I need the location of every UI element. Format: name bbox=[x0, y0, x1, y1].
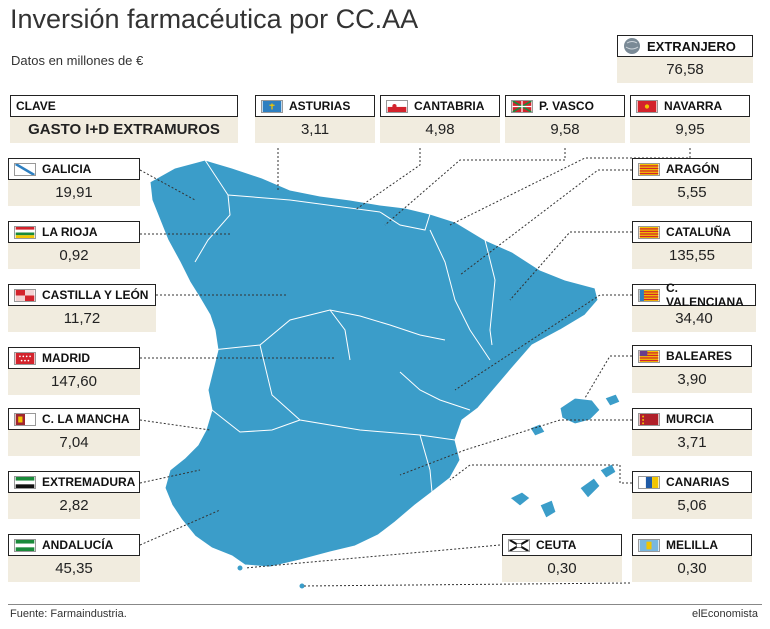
region-name: CEUTA bbox=[536, 538, 577, 552]
region-box-cyl: CASTILLA Y LEÓN 11,72 bbox=[8, 284, 156, 332]
region-value: 0,30 bbox=[632, 556, 752, 582]
region-name: EXTREMADURA bbox=[42, 475, 136, 489]
canarias-grancanaria bbox=[539, 499, 557, 519]
region-name: NAVARRA bbox=[664, 99, 723, 113]
region-name: MADRID bbox=[42, 351, 90, 365]
region-value: 11,72 bbox=[8, 306, 156, 332]
ibiza-shape bbox=[529, 423, 546, 437]
region-name: CATALUÑA bbox=[666, 225, 731, 239]
asturias-flag-icon bbox=[261, 99, 283, 113]
pvasco-flag-icon bbox=[511, 99, 533, 113]
region-value: 5,06 bbox=[632, 493, 752, 519]
region-value: 9,95 bbox=[630, 117, 750, 143]
region-name: ASTURIAS bbox=[289, 99, 351, 113]
region-value: 76,58 bbox=[617, 57, 753, 83]
region-value: 7,04 bbox=[8, 430, 140, 456]
region-box-pvasco: P. VASCO 9,58 bbox=[505, 95, 625, 143]
region-name: MELILLA bbox=[666, 538, 718, 552]
galicia-flag-icon bbox=[14, 162, 36, 176]
baleares-flag-icon bbox=[638, 349, 660, 363]
region-box-ceuta: CEUTA 0,30 bbox=[502, 534, 622, 582]
murcia-flag-icon bbox=[638, 412, 660, 426]
region-name: C. LA MANCHA bbox=[42, 412, 130, 426]
region-name: BALEARES bbox=[666, 349, 733, 363]
legend-key-value: GASTO I+D EXTRAMUROS bbox=[10, 117, 238, 143]
legend-key: CLAVE GASTO I+D EXTRAMUROS bbox=[10, 95, 238, 143]
region-box-clamancha: C. LA MANCHA 7,04 bbox=[8, 408, 140, 456]
region-value: 4,98 bbox=[380, 117, 500, 143]
region-box-cataluna: CATALUÑA 135,55 bbox=[632, 221, 752, 269]
canarias-fuerteventura bbox=[579, 477, 601, 499]
madrid-flag-icon bbox=[14, 351, 36, 365]
region-name: LA RIOJA bbox=[42, 225, 98, 239]
chart-subtitle: Datos en millones de € bbox=[11, 53, 144, 68]
region-name: P. VASCO bbox=[539, 99, 594, 113]
region-value: 3,11 bbox=[255, 117, 375, 143]
region-box-cvalenciana: C. VALENCIANA 34,40 bbox=[632, 281, 756, 332]
region-box-navarra: NAVARRA 9,95 bbox=[630, 95, 750, 143]
region-value: 0,92 bbox=[8, 243, 140, 269]
globe-icon bbox=[624, 38, 640, 54]
region-box-melilla: MELILLA 0,30 bbox=[632, 534, 752, 582]
melilla-flag-icon bbox=[638, 538, 660, 552]
ceuta-dot bbox=[236, 564, 244, 572]
region-name: CASTILLA Y LEÓN bbox=[42, 288, 149, 302]
region-name: ARAGÓN bbox=[666, 162, 720, 176]
chart-title: Inversión farmacéutica por CC.AA bbox=[10, 4, 419, 34]
cataluna-flag-icon bbox=[638, 225, 660, 239]
cantabria-flag-icon bbox=[386, 99, 408, 113]
source-note: Fuente: Farmaindustria. bbox=[10, 608, 127, 620]
rioja-flag-icon bbox=[14, 225, 36, 239]
region-value: 147,60 bbox=[8, 369, 140, 395]
region-value: 3,71 bbox=[632, 430, 752, 456]
region-box-aragon: ARAGÓN 5,55 bbox=[632, 158, 752, 206]
baleares-shape bbox=[559, 397, 601, 425]
region-value: 0,30 bbox=[502, 556, 622, 582]
region-box-extranjero: EXTRANJERO 76,58 bbox=[617, 35, 753, 83]
peninsula-shape bbox=[149, 159, 599, 568]
region-value: 19,91 bbox=[8, 180, 140, 206]
region-value: 9,58 bbox=[505, 117, 625, 143]
valencia-flag-icon bbox=[638, 288, 660, 302]
andalucia-flag-icon bbox=[14, 538, 36, 552]
region-box-asturias: ASTURIAS 3,11 bbox=[255, 95, 375, 143]
region-name: CANTABRIA bbox=[414, 99, 485, 113]
region-name: EXTRANJERO bbox=[647, 38, 736, 54]
aragon-flag-icon bbox=[638, 162, 660, 176]
region-value: 34,40 bbox=[632, 306, 756, 332]
navarra-flag-icon bbox=[636, 99, 658, 113]
footer-divider bbox=[8, 604, 762, 605]
region-value: 45,35 bbox=[8, 556, 140, 582]
region-box-murcia: MURCIA 3,71 bbox=[632, 408, 752, 456]
region-box-madrid: MADRID 147,60 bbox=[8, 347, 140, 395]
region-value: 5,55 bbox=[632, 180, 752, 206]
menorca-shape bbox=[604, 393, 621, 407]
region-box-cantabria: CANTABRIA 4,98 bbox=[380, 95, 500, 143]
extremadura-flag-icon bbox=[14, 475, 36, 489]
region-box-baleares: BALEARES 3,90 bbox=[632, 345, 752, 393]
region-name: MURCIA bbox=[666, 412, 714, 426]
clm-flag-icon bbox=[14, 412, 36, 426]
canarias-flag-icon bbox=[638, 475, 660, 489]
region-box-larioja: LA RIOJA 0,92 bbox=[8, 221, 140, 269]
region-value: 135,55 bbox=[632, 243, 752, 269]
canarias-lanzarote bbox=[599, 463, 617, 479]
legend-key-label: CLAVE bbox=[10, 95, 238, 117]
region-box-canarias: CANARIAS 5,06 bbox=[632, 471, 752, 519]
region-box-extremadura: EXTREMADURA 2,82 bbox=[8, 471, 140, 519]
ceuta-flag-icon bbox=[508, 538, 530, 552]
region-name: CANARIAS bbox=[666, 475, 730, 489]
region-name: ANDALUCÍA bbox=[42, 538, 114, 552]
region-value: 3,90 bbox=[632, 367, 752, 393]
region-value: 2,82 bbox=[8, 493, 140, 519]
region-box-andalucia: ANDALUCÍA 45,35 bbox=[8, 534, 140, 582]
canarias-tenerife bbox=[509, 491, 531, 507]
region-name: C. VALENCIANA bbox=[666, 281, 744, 309]
publisher-brand: elEconomista bbox=[691, 608, 758, 620]
cyl-flag-icon bbox=[14, 288, 36, 302]
region-box-galicia: GALICIA 19,91 bbox=[8, 158, 140, 206]
region-name: GALICIA bbox=[42, 162, 92, 176]
